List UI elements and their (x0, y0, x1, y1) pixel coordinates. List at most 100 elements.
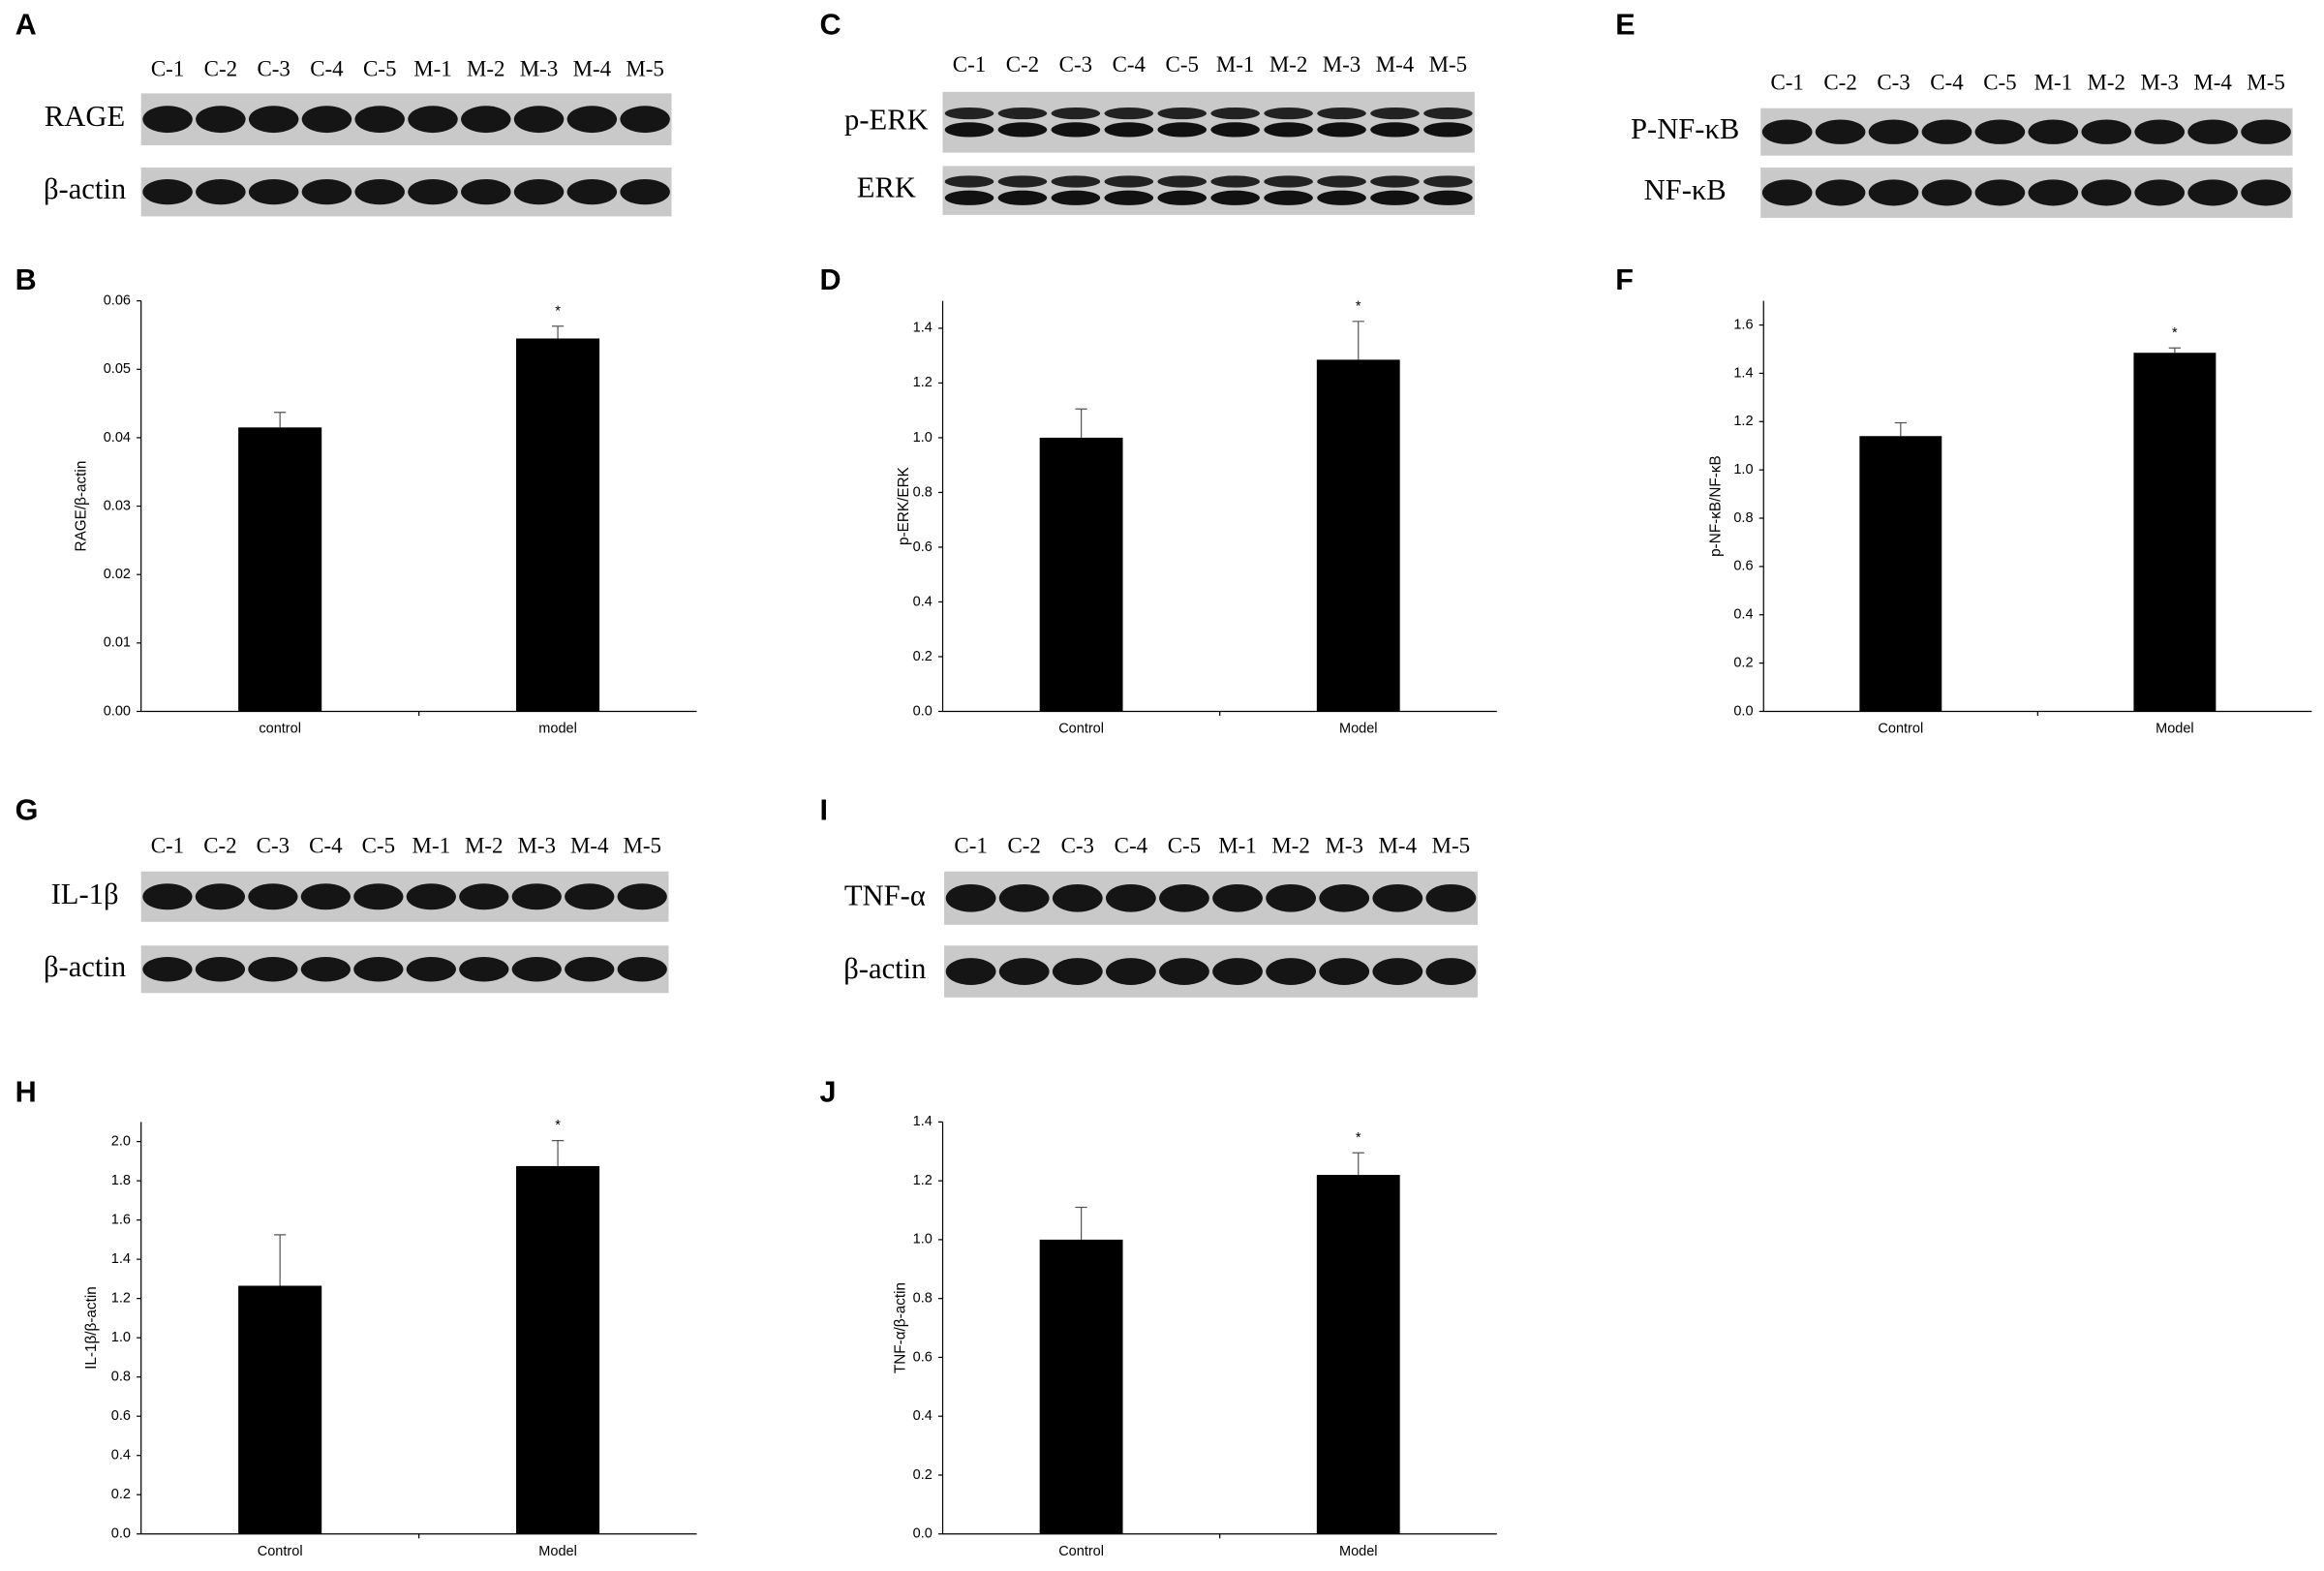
y-tick-label: 2.0 (111, 1133, 131, 1149)
band (1423, 175, 1473, 188)
lane-label: M-1 (2034, 70, 2073, 94)
y-axis-label: RAGE/β-actin (74, 461, 90, 552)
lane-label: M-2 (2088, 70, 2126, 94)
protein-label: β-actin (44, 172, 126, 205)
band (1159, 883, 1209, 912)
y-tick-label: 0.0 (913, 703, 933, 719)
significance-mark: * (2172, 325, 2178, 341)
band (1105, 958, 1156, 985)
band (945, 958, 996, 985)
band (620, 106, 670, 134)
y-tick-label: 1.4 (913, 1114, 933, 1129)
band (1317, 190, 1366, 205)
lane-label: C-2 (1823, 70, 1856, 94)
error-bar (1352, 1152, 1364, 1176)
bar (516, 338, 600, 712)
lane-label: M-5 (2247, 70, 2285, 94)
band (565, 957, 615, 982)
lane-label: C-5 (1168, 834, 1201, 858)
y-tick-label: 0.8 (913, 1291, 933, 1307)
band (565, 883, 615, 910)
band (248, 957, 298, 982)
lane-label: M-2 (1269, 52, 1308, 77)
y-axis-label: p-NF-κB/NF-κB (1707, 455, 1724, 557)
y-tick-label: 1.2 (111, 1291, 131, 1307)
band (1370, 107, 1420, 120)
y-tick-label: 0.8 (913, 484, 933, 500)
band (142, 179, 193, 205)
band (1423, 122, 1473, 138)
lane-label: M-5 (626, 57, 664, 81)
band (1264, 190, 1313, 205)
panel-letter: F (1615, 263, 1634, 296)
band (1157, 122, 1208, 138)
band (459, 883, 509, 910)
blot-strip (942, 91, 1475, 153)
error-bar (551, 1139, 565, 1166)
lane-label: C-5 (362, 834, 395, 858)
lane-label: M-1 (413, 834, 451, 858)
y-axis-label: p-ERK/ERK (896, 466, 912, 545)
band (196, 179, 246, 205)
band (301, 106, 352, 134)
y-tick-label: 0.2 (913, 1467, 933, 1483)
x-tick-label: Model (1339, 1544, 1378, 1559)
y-tick-label: 0.03 (104, 498, 131, 513)
lane-label: M-5 (1429, 52, 1468, 77)
lane-label: C-5 (1983, 70, 2016, 94)
band (2187, 179, 2238, 206)
x-tick-label: Model (1339, 722, 1378, 737)
band (620, 179, 670, 205)
band (511, 883, 562, 910)
band (1372, 883, 1423, 912)
lane-label: M-2 (467, 57, 505, 81)
lane-label: M-4 (570, 834, 609, 858)
protein-label: NF-κB (1644, 173, 1727, 206)
lane-label: C-3 (1061, 834, 1094, 858)
panel-letter: E (1615, 9, 1635, 42)
lane-label: C-3 (1059, 52, 1092, 77)
band (1157, 175, 1208, 188)
band (566, 106, 618, 134)
band (1104, 175, 1154, 188)
band (1266, 883, 1317, 912)
band (300, 957, 351, 982)
lane-label: M-3 (1325, 834, 1363, 858)
band (1319, 958, 1370, 985)
band (1868, 119, 1919, 144)
blot-strip (942, 166, 1475, 215)
protein-label: RAGE (45, 100, 125, 133)
error-bar (2168, 347, 2182, 354)
band (2081, 119, 2132, 144)
significance-mark: * (1356, 1130, 1361, 1146)
y-tick-label: 0.4 (111, 1448, 131, 1463)
lane-label: M-5 (623, 834, 661, 858)
band (997, 190, 1048, 205)
band (944, 190, 994, 205)
band (1210, 175, 1260, 188)
band (195, 957, 246, 982)
lane-label: C-3 (1877, 70, 1910, 94)
band (1372, 958, 1423, 985)
band (1868, 179, 1919, 206)
error-bar (1352, 321, 1364, 360)
band (248, 883, 298, 910)
x-tick-label: control (259, 722, 301, 737)
y-tick-label: 0.8 (111, 1370, 131, 1385)
lane-label: C-4 (1115, 834, 1148, 858)
band (2028, 119, 2079, 144)
panel-letter: G (15, 794, 39, 827)
panel-letter: I (820, 794, 829, 827)
band (1815, 179, 1866, 206)
band (2134, 179, 2186, 206)
band (406, 883, 456, 910)
band (617, 883, 667, 910)
band (142, 883, 193, 910)
x-tick-label: Control (1058, 722, 1104, 737)
y-tick-label: 0.4 (913, 1408, 933, 1424)
y-tick-label: 1.6 (1733, 317, 1753, 332)
band (1210, 122, 1260, 138)
protein-label: TNF-α (844, 878, 926, 911)
band (944, 122, 994, 138)
y-tick-label: 1.2 (913, 1173, 933, 1188)
